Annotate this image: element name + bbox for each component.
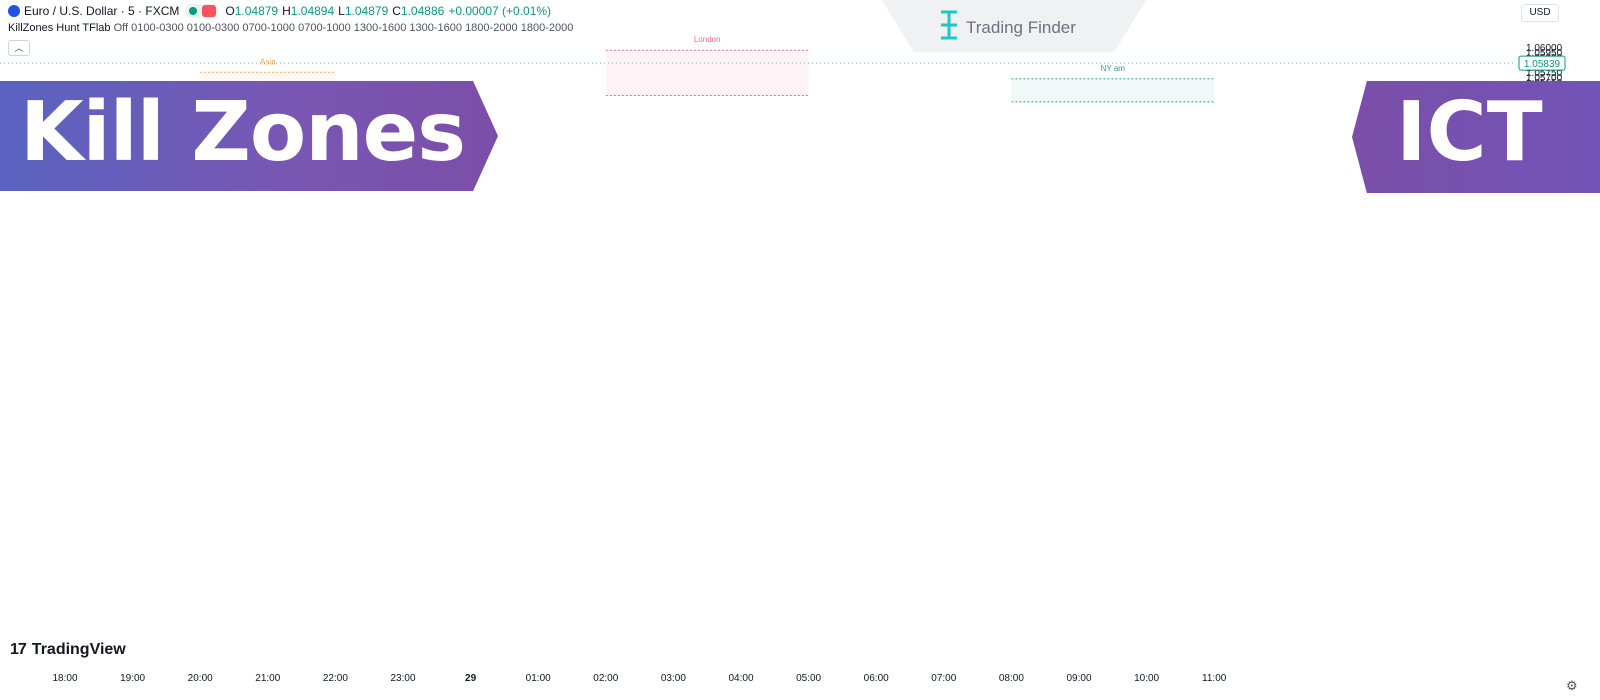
x-tick-label: 22:00 [323, 673, 348, 684]
x-tick-label: 08:00 [999, 673, 1024, 684]
kill-zones-banner: Kill Zones [0, 81, 498, 191]
currency-button[interactable]: USD [1521, 4, 1559, 22]
y-tick-label: 1.05950 [1526, 48, 1563, 59]
gear-icon[interactable]: ⚙ [1566, 678, 1578, 693]
kill-zone-label: NY am [1101, 64, 1126, 73]
x-tick-label: 04:00 [728, 673, 753, 684]
x-tick-label: 07:00 [931, 673, 956, 684]
low-value: 1.04879 [344, 4, 389, 18]
x-tick-label: 10:00 [1134, 673, 1159, 684]
x-tick-label: 18:00 [52, 673, 77, 684]
open-label: O [225, 4, 235, 18]
ict-banner: ICT [1352, 81, 1600, 193]
x-tick-label: 05:00 [796, 673, 821, 684]
y-tick-label: 1.06000 [1526, 43, 1563, 54]
banner-left-text: Kill Zones [20, 85, 466, 180]
chevron-up-icon[interactable]: ︿ [8, 40, 30, 56]
tradingview-logo[interactable]: 17 TradingView [10, 641, 126, 659]
x-tick-label: 09:00 [1066, 673, 1091, 684]
close-label: C [392, 4, 401, 18]
kill-zone-box[interactable] [1011, 78, 1215, 102]
x-tick-label: 29 [465, 673, 477, 684]
x-tick-label: 21:00 [255, 673, 280, 684]
x-tick-label: 20:00 [188, 673, 213, 684]
x-tick-label: 01:00 [526, 673, 551, 684]
close-value: 1.04886 [400, 4, 445, 18]
last-price-value: 1.05839 [1524, 59, 1561, 70]
last-price-tag [1518, 55, 1566, 71]
brand-name: Trading Finder [966, 18, 1076, 37]
change-value: +0.00007 (+0.01%) [448, 4, 552, 18]
high-label: H [282, 4, 291, 18]
x-tick-label: 02:00 [593, 673, 618, 684]
high-value: 1.04894 [290, 4, 335, 18]
brand-tab: Trading Finder [882, 0, 1146, 52]
low-label: L [338, 4, 345, 18]
trading-finder-logo-icon [941, 10, 957, 40]
chart-legend: Euro / U.S. Dollar · 5 · FXCM O1.04879 H1.… [8, 4, 555, 18]
y-tick-label: 1.05750 [1526, 68, 1563, 79]
kill-zone-box[interactable] [605, 50, 809, 96]
kill-zone-label: London [694, 35, 721, 44]
indicator-legend[interactable]: KillZones Hunt TFlab Off 0100-0300 0100-… [8, 22, 573, 34]
x-tick-label: 19:00 [120, 673, 145, 684]
banner-right-text: ICT [1396, 85, 1543, 180]
y-tick-label: 1.05700 [1526, 73, 1563, 84]
platform-name: TradingView [31, 641, 126, 658]
x-tick-label: 11:00 [1202, 673, 1227, 684]
indicator-name[interactable]: KillZones Hunt TFlab [8, 22, 111, 34]
x-tick-label: 03:00 [661, 673, 686, 684]
indicator-params: Off 0100-0300 0100-0300 0700-1000 0700-1… [113, 22, 574, 34]
market-status-icon[interactable] [185, 4, 220, 18]
symbol-title[interactable]: Euro / U.S. Dollar · 5 · FXCM [24, 4, 180, 18]
kill-zone-label: Asia [260, 57, 276, 66]
symbol-flag-icon [8, 5, 20, 17]
tradingview-mark-icon: 17 [10, 641, 27, 658]
x-tick-label: 23:00 [390, 673, 415, 684]
open-value: 1.04879 [234, 4, 279, 18]
x-tick-label: 06:00 [864, 673, 889, 684]
